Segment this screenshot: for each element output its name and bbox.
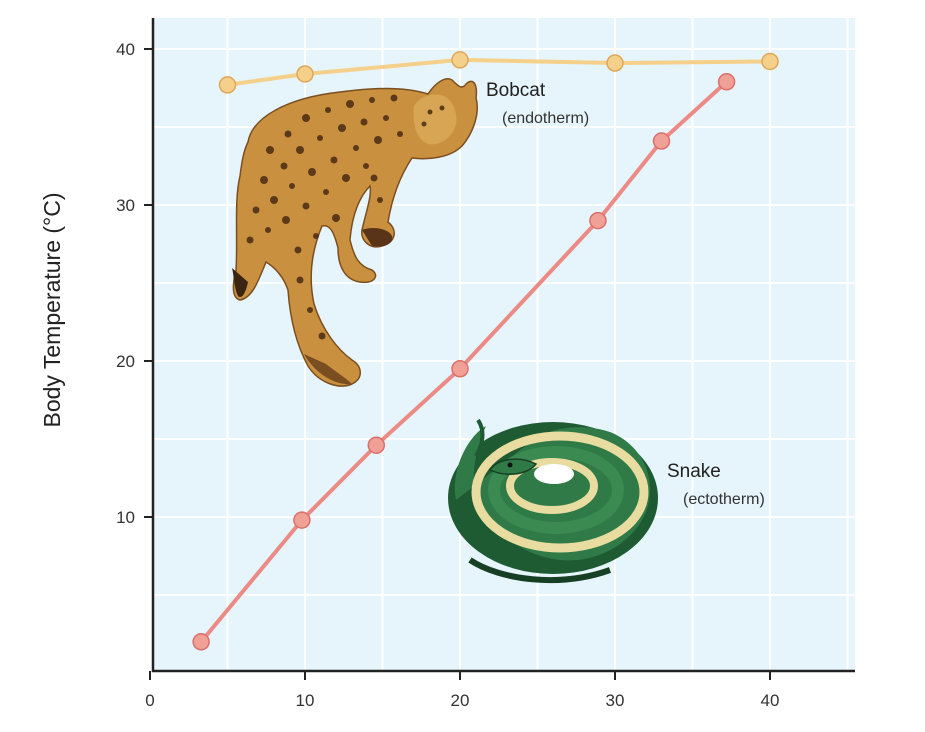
y-tick-label: 30 (116, 196, 135, 215)
x-tick-label: 20 (451, 691, 470, 710)
y-axis-title: Body Temperature (°C) (39, 192, 65, 427)
snake-illustration (448, 418, 658, 584)
x-tick-label: 30 (606, 691, 625, 710)
y-tick-label: 10 (116, 508, 135, 527)
y-tick-label: 40 (116, 40, 135, 59)
bobcat-label: Bobcat (486, 80, 546, 101)
bobcat-data-point (218, 76, 237, 94)
snake-data-point (652, 132, 671, 150)
series-markers (192, 51, 779, 651)
bobcat-data-point (296, 65, 314, 83)
snake-data-point (192, 633, 210, 651)
snake-data-point (293, 511, 311, 529)
snake-data-point (451, 360, 469, 378)
bobcat-illustration (232, 78, 478, 387)
snake-label: Snake (667, 461, 721, 482)
y-axis-ticks: 10 20 30 40 (116, 40, 153, 527)
bobcat-data-point (451, 51, 469, 69)
x-tick-label: 40 (761, 691, 780, 710)
x-tick-label: 0 (145, 691, 154, 710)
snake-annotation: (ectotherm) (683, 491, 765, 508)
y-tick-label: 20 (116, 352, 135, 371)
bobcat-data-point (606, 54, 624, 72)
snake-data-point (367, 436, 386, 454)
snake-data-point (717, 73, 736, 91)
bobcat-annotation: (endotherm) (502, 110, 589, 127)
snake-data-point (589, 211, 607, 230)
x-axis-ticks: 0 10 20 30 40 (145, 671, 779, 710)
x-tick-label: 10 (296, 691, 315, 710)
bobcat-data-point (761, 52, 779, 71)
